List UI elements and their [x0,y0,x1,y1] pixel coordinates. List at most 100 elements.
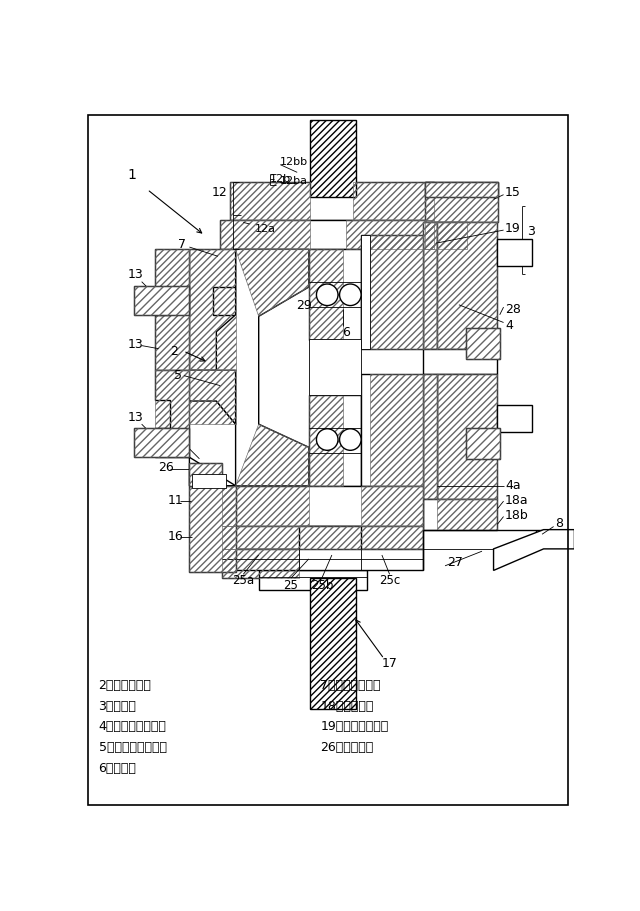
Text: 25c: 25c [379,574,400,587]
Bar [310,578,356,710]
Text: 15: 15 [505,186,521,199]
Text: 13: 13 [128,268,143,281]
Text: 18：ステータ: 18：ステータ [320,699,374,711]
Text: 7：ハブフランジ: 7：ハブフランジ [320,678,381,691]
Bar [422,223,436,350]
Bar [221,486,308,527]
Bar [466,428,500,459]
Text: 13: 13 [128,337,143,351]
Bar [422,374,436,499]
Bar [134,428,189,457]
Bar [192,475,227,488]
Bar [466,329,500,359]
Bar [230,182,310,220]
Bar [220,220,435,251]
Bar [436,499,497,530]
Bar [299,527,361,578]
Bar [466,329,500,359]
Text: 11: 11 [168,494,184,507]
Bar [155,251,189,371]
Bar [425,182,498,223]
Text: 4：外輪（固定輪）: 4：外輪（固定輪） [99,720,166,732]
Text: 8: 8 [555,517,563,529]
Polygon shape [155,251,189,371]
Text: 26: 26 [159,460,174,474]
Text: 3: 3 [527,224,534,238]
Text: 7: 7 [178,238,186,251]
Text: Br: Br [172,434,186,446]
Bar [221,527,424,549]
Circle shape [340,284,361,306]
Bar [361,236,371,350]
Text: 12a: 12a [255,223,276,233]
Bar [436,223,497,350]
Text: 25a: 25a [232,574,254,587]
Text: 26：通電手段: 26：通電手段 [320,741,374,753]
Bar [425,182,498,198]
Text: 18a: 18a [505,494,529,507]
Bar [155,371,189,457]
Bar [221,549,424,571]
Bar [221,486,424,527]
Bar [425,223,467,251]
Bar [259,571,367,590]
Polygon shape [155,371,189,457]
Polygon shape [189,457,236,486]
Bar [422,350,497,374]
Polygon shape [493,530,575,571]
Bar [497,241,532,267]
Bar [436,223,497,350]
Bar [361,236,422,350]
Bar [436,374,497,499]
Text: 2: 2 [170,345,178,358]
Bar [308,340,361,395]
Bar [371,236,422,350]
Text: 19：モータロータ: 19：モータロータ [320,720,388,732]
Text: 6：転動体: 6：転動体 [99,762,136,774]
Bar [422,499,497,530]
Bar [189,371,236,425]
Circle shape [316,429,338,451]
Bar [308,251,361,341]
Bar [134,428,189,457]
Bar [189,486,236,572]
Bar [422,223,436,350]
Bar [497,405,532,433]
Bar [361,374,422,486]
Bar [308,395,361,486]
Bar [189,463,221,486]
Bar [221,549,299,578]
Bar [134,286,189,315]
Bar [425,182,498,198]
Polygon shape [189,371,236,425]
Text: 28: 28 [505,302,521,316]
Bar [436,374,497,499]
Bar [230,182,435,220]
Bar [308,395,344,486]
Bar [189,486,236,572]
Bar [466,428,500,459]
Text: 27: 27 [447,555,463,568]
Text: 4a: 4a [505,478,521,491]
Bar [220,220,310,251]
Bar [189,463,221,486]
Text: 9: 9 [519,249,527,262]
Bar [134,286,189,315]
Bar [310,121,356,198]
Text: 16: 16 [168,529,184,543]
Circle shape [340,429,361,451]
Bar [189,251,236,371]
Text: 1: 1 [128,168,137,181]
Bar [422,374,436,499]
Bar [346,220,435,251]
Text: 6: 6 [342,326,349,339]
Text: 29: 29 [296,299,312,312]
Polygon shape [189,251,236,371]
Text: 25: 25 [284,578,298,591]
Text: 13: 13 [128,411,143,424]
Text: 3：発電機: 3：発電機 [99,699,136,711]
Text: 17: 17 [382,657,398,670]
Polygon shape [216,251,308,486]
Bar [221,549,299,578]
Text: 18: 18 [505,238,521,251]
